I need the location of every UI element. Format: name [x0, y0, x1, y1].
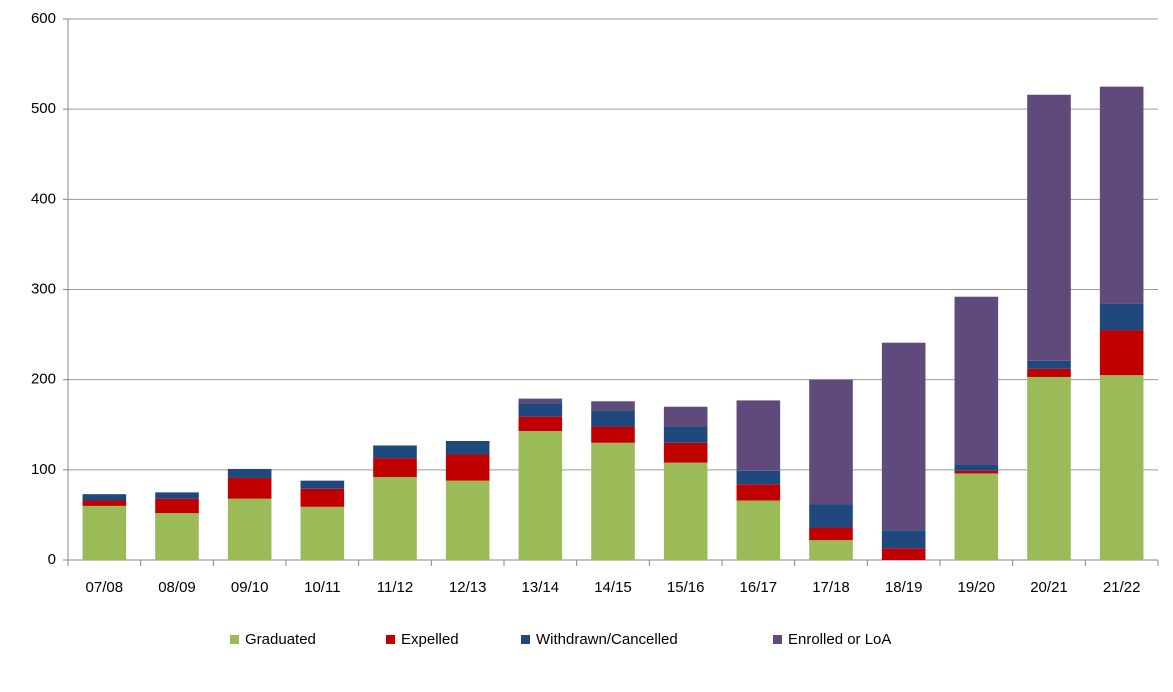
x-tick-label: 21/22: [1103, 579, 1141, 596]
bar-segment: [373, 477, 417, 560]
bar-segment: [809, 527, 853, 541]
x-tick-label: 13/14: [522, 579, 560, 596]
bar-segment: [227, 477, 272, 499]
x-tick-label: 12/13: [449, 579, 487, 596]
bar-segment: [736, 400, 781, 471]
bar-segment: [954, 470, 999, 474]
legend-label: Expelled: [401, 631, 459, 648]
bar-segment: [954, 464, 999, 471]
bar-segment: [82, 494, 127, 501]
x-tick-label: 07/08: [86, 579, 124, 596]
bar-segment: [445, 480, 490, 560]
bar-segment: [155, 498, 199, 514]
x-tick-label: 20/21: [1030, 579, 1068, 596]
bar-segment: [663, 426, 708, 443]
bar-segment: [881, 548, 926, 560]
bar-segment: [300, 506, 345, 560]
bar-segment: [1099, 330, 1144, 376]
bar-segment: [1099, 303, 1144, 331]
y-tick-label: 600: [31, 10, 56, 27]
x-tick-label: 17/18: [812, 579, 850, 596]
bar-segment: [518, 416, 563, 432]
bar-segment: [1027, 94, 1071, 361]
x-tick-label: 15/16: [667, 579, 705, 596]
bar-segment: [954, 296, 999, 465]
bar-segment: [227, 498, 272, 560]
y-tick-label: 0: [48, 551, 56, 568]
bar-segment: [1099, 86, 1144, 304]
bar-segment: [881, 342, 926, 531]
bar-segment: [445, 454, 490, 481]
bar-segment: [663, 462, 708, 560]
bar-segment: [518, 403, 563, 417]
bar-segment: [300, 488, 345, 507]
bar-segment: [1027, 376, 1071, 560]
bar-segment: [809, 379, 853, 505]
legend-swatch: [521, 635, 530, 644]
bar-segment: [155, 492, 199, 499]
bar-segment: [591, 401, 635, 411]
bar-segment: [663, 442, 708, 463]
y-tick-label: 500: [31, 100, 56, 117]
legend-swatch: [773, 635, 782, 644]
bar-segment: [736, 470, 781, 485]
x-tick-label: 18/19: [885, 579, 923, 596]
bar-segment: [82, 500, 127, 506]
y-tick-label: 100: [31, 461, 56, 478]
y-tick-label: 400: [31, 190, 56, 207]
x-tick-label: 19/20: [958, 579, 996, 596]
bar-segment: [227, 468, 272, 478]
bar-segment: [591, 442, 635, 560]
bar-segment: [591, 410, 635, 427]
bar-segment: [736, 500, 781, 560]
x-tick-label: 09/10: [231, 579, 269, 596]
x-tick-label: 08/09: [158, 579, 196, 596]
bar-segment: [518, 398, 563, 404]
x-tick-label: 11/12: [377, 579, 413, 596]
legend-label: Graduated: [245, 631, 316, 648]
bar-segment: [954, 473, 999, 560]
bar-segment: [809, 540, 853, 560]
x-tick-label: 16/17: [740, 579, 778, 596]
bar-segment: [591, 426, 635, 443]
legend-label: Enrolled or LoA: [788, 631, 891, 648]
x-tick-label: 14/15: [594, 579, 632, 596]
bar-segment: [82, 505, 127, 560]
y-tick-label: 300: [31, 280, 56, 297]
bar-segment: [1027, 368, 1071, 377]
x-tick-label: 10/11: [304, 579, 340, 596]
legend-swatch: [230, 635, 239, 644]
bar-segment: [881, 530, 926, 549]
bar-segment: [1027, 360, 1071, 369]
bar-segment: [663, 406, 708, 427]
bar-segment: [1099, 375, 1144, 560]
bar-segment: [155, 513, 199, 560]
bar-segment: [518, 431, 563, 560]
y-tick-label: 200: [31, 371, 56, 388]
legend-swatch: [386, 635, 395, 644]
bar-segment: [300, 480, 345, 489]
bar-segment: [809, 504, 853, 528]
bar-segment: [373, 458, 417, 478]
bar-segment: [445, 440, 490, 455]
bar-segment: [736, 484, 781, 501]
legend-label: Withdrawn/Cancelled: [536, 631, 678, 648]
bar-segment: [373, 445, 417, 459]
